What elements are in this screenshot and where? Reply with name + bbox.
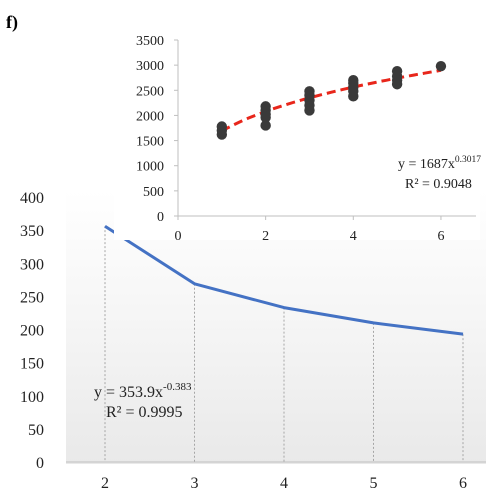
inset-y-tick-label: 2000 bbox=[136, 109, 164, 124]
main-r2: R² = 0.9995 bbox=[106, 404, 183, 421]
inset-point bbox=[304, 86, 315, 97]
main-y-tick-label: 300 bbox=[20, 256, 44, 273]
main-x-tick-label: 6 bbox=[459, 475, 467, 492]
main-y-tick-labels: 0 50 100 150 200 250 300 350 400 bbox=[20, 190, 44, 472]
inset-point bbox=[260, 120, 271, 131]
main-x-tick-labels: 2 3 4 5 6 bbox=[101, 475, 467, 492]
inset-point bbox=[260, 101, 271, 112]
main-y-tick-label: 200 bbox=[20, 323, 44, 340]
inset-point bbox=[216, 121, 228, 132]
main-y-tick-label: 150 bbox=[20, 356, 44, 373]
inset-y-tick-label: 3000 bbox=[136, 59, 164, 74]
inset-point bbox=[348, 75, 359, 86]
inset-trendline-path bbox=[221, 68, 442, 133]
main-x-tick-label: 4 bbox=[280, 475, 288, 492]
inset-x-tick-label: 6 bbox=[437, 229, 444, 244]
panel-label: f) bbox=[6, 12, 18, 33]
inset-x-tick-label: 4 bbox=[350, 229, 357, 244]
inset-r2: R² = 0.9048 bbox=[405, 177, 472, 192]
main-equation-exponent: -0.383 bbox=[163, 381, 192, 393]
inset-y-tick-labels: 0 500 1000 1500 2000 2500 3000 3500 bbox=[136, 34, 178, 225]
main-drop-lines bbox=[104, 226, 464, 462]
main-series bbox=[104, 224, 464, 336]
main-x-tick-label: 3 bbox=[191, 475, 199, 492]
inset-x-tick-label: 0 bbox=[175, 229, 182, 244]
inset-point bbox=[391, 65, 403, 77]
main-equation-text: y = 353.9x bbox=[94, 384, 163, 401]
inset-y-tick-label: 1000 bbox=[136, 160, 164, 175]
main-y-tick-label: 350 bbox=[20, 223, 44, 240]
main-y-tick-label: 400 bbox=[20, 190, 44, 207]
inset-y-tick-label: 2500 bbox=[136, 84, 164, 99]
main-y-tick-label: 250 bbox=[20, 289, 44, 306]
main-equation: y = 353.9x-0.383 bbox=[94, 381, 192, 401]
main-y-tick-label: 100 bbox=[20, 389, 44, 406]
inset-x-tick-label: 2 bbox=[262, 229, 269, 244]
inset-y-tick-label: 0 bbox=[157, 210, 164, 225]
inset-scatter-chart: 0 500 1000 1500 2000 2500 3000 3500 0 2 4 6 y = 16… bbox=[114, 30, 481, 244]
inset-x-tick-labels: 0 2 4 6 bbox=[175, 216, 444, 244]
inset-points bbox=[216, 60, 447, 140]
inset-y-tick-label: 1500 bbox=[136, 135, 164, 150]
main-x-tick-label: 5 bbox=[370, 475, 378, 492]
main-x-tick-label: 2 bbox=[101, 475, 109, 492]
inset-background bbox=[114, 30, 480, 240]
main-series-line bbox=[104, 224, 464, 336]
inset-point bbox=[435, 60, 447, 72]
main-y-tick-label: 50 bbox=[28, 422, 44, 439]
inset-y-tick-label: 3500 bbox=[136, 34, 164, 49]
inset-trendline bbox=[221, 68, 442, 133]
main-y-tick-label: 0 bbox=[36, 455, 44, 472]
inset-equation-text: y = 1687x bbox=[398, 157, 455, 172]
inset-equation: y = 1687x0.3017 bbox=[398, 155, 481, 172]
inset-equation-exponent: 0.3017 bbox=[455, 155, 481, 165]
inset-y-tick-label: 500 bbox=[143, 185, 164, 200]
